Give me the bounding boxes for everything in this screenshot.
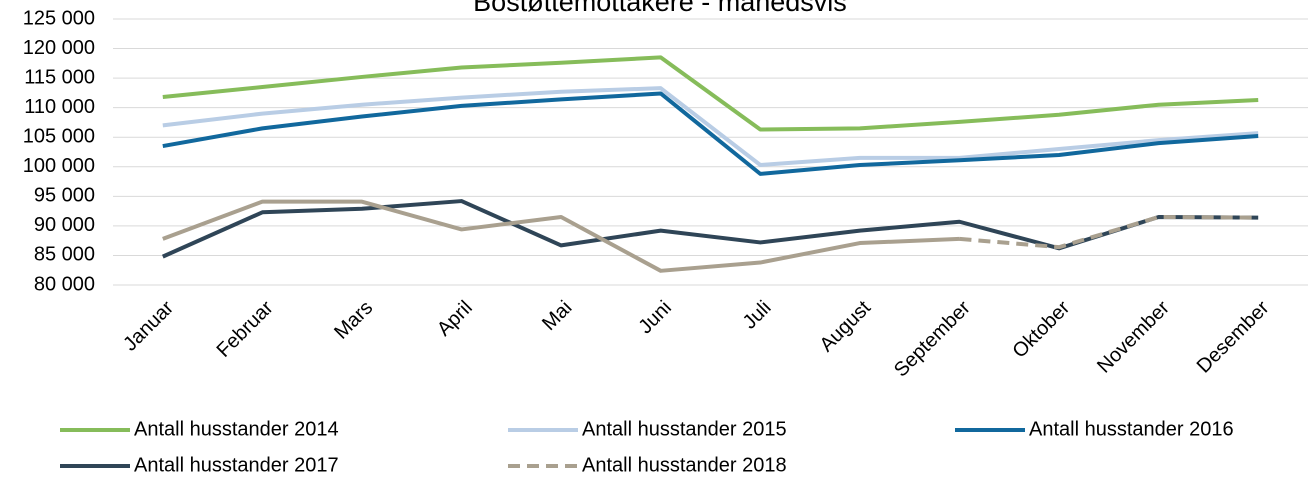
series-line — [162, 199, 960, 273]
x-tick-label: Februar — [213, 296, 278, 361]
y-tick-label: 90 000 — [34, 214, 95, 236]
y-tick-label: 125 000 — [23, 7, 95, 29]
series-line — [162, 55, 1259, 132]
y-tick-label: 95 000 — [34, 185, 95, 207]
series-line — [959, 215, 1259, 250]
x-tick-label: November — [1093, 296, 1174, 377]
y-tick-label: 100 000 — [23, 155, 95, 177]
x-tick-label: Januar — [119, 296, 178, 355]
y-tick-label: 105 000 — [23, 126, 95, 148]
x-tick-label: September — [890, 296, 975, 381]
y-tick-label: 120 000 — [23, 37, 95, 59]
legend-label: Antall husstander 2017 — [134, 454, 339, 476]
y-tick-label: 80 000 — [34, 273, 95, 295]
x-tick-label: August — [816, 296, 876, 356]
y-tick-label: 110 000 — [24, 96, 95, 118]
series-line — [162, 91, 1259, 176]
x-tick-label: Desember — [1193, 296, 1274, 377]
x-tick-label: Juli — [739, 297, 776, 334]
y-tick-label: 85 000 — [34, 244, 95, 266]
y-tick-label: 115 000 — [24, 66, 95, 88]
legend-label: Antall husstander 2016 — [1029, 418, 1234, 440]
legend-label: Antall husstander 2018 — [582, 454, 787, 476]
legend-label: Antall husstander 2014 — [134, 418, 339, 440]
legend-label: Antall husstander 2015 — [582, 418, 787, 440]
chart-title: Bostøttemottakere - månedsvis — [473, 0, 847, 17]
x-tick-label: Oktober — [1008, 296, 1074, 362]
x-tick-label: Mars — [330, 297, 377, 344]
x-tick-label: Mai — [538, 297, 576, 335]
series-line — [162, 86, 1259, 168]
x-tick-label: April — [433, 297, 477, 341]
series-line — [161, 199, 1259, 259]
x-tick-label: Juni — [634, 297, 676, 339]
